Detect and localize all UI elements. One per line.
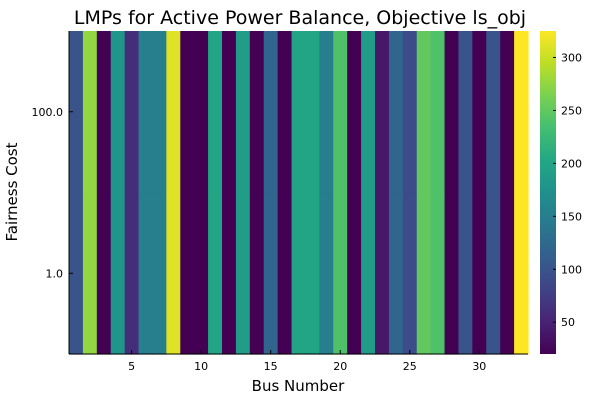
colorbar-tick-label: 300 — [561, 51, 582, 64]
heatmap-cell — [110, 192, 126, 355]
heatmap-cell — [235, 31, 251, 194]
colorbar-tick-label: 50 — [561, 316, 575, 329]
heatmap-cell — [361, 192, 376, 355]
heatmap-cell — [305, 31, 320, 194]
colorbar-gradient — [540, 31, 556, 354]
heatmap-cell — [263, 31, 279, 194]
heatmap-cell — [152, 192, 167, 355]
heatmap-cell — [319, 31, 334, 194]
heatmap-cell — [430, 31, 446, 194]
x-tick-label: 10 — [194, 360, 208, 373]
heatmap-cell — [486, 192, 501, 355]
colorbar-tick-label: 200 — [561, 157, 582, 170]
heatmap-cell — [208, 192, 223, 355]
colorbar-tick-label: 250 — [561, 104, 582, 117]
y-axis-label: Fairness Cost — [3, 142, 21, 241]
chart-title: LMPs for Active Power Balance, Objective… — [74, 7, 526, 29]
colorbar-tick-label: 150 — [561, 210, 582, 223]
heatmap-cell — [347, 31, 362, 194]
heatmap-cell — [124, 31, 140, 194]
heatmap-cell — [305, 192, 320, 355]
heatmap-cell — [388, 192, 404, 355]
heatmap-cell — [291, 192, 307, 355]
heatmap-cell — [249, 192, 265, 355]
heatmap-cell — [361, 31, 376, 194]
heatmap-cell — [277, 192, 293, 355]
heatmap-cell — [347, 192, 362, 355]
heatmap-cell — [291, 31, 307, 194]
heatmap-cell — [166, 192, 181, 355]
heatmap-cell — [69, 192, 84, 355]
heatmap-cell — [235, 192, 251, 355]
heatmap-cell — [416, 192, 432, 355]
heatmap-cell — [514, 31, 529, 194]
heatmap-cell — [500, 192, 515, 355]
y-tick-label: 100.0 — [32, 106, 64, 119]
heatmap-cell — [375, 192, 390, 355]
heatmap-cell — [222, 31, 237, 194]
heatmap-cell — [82, 31, 98, 194]
colorbar: 50 100 150 200 250 300 — [540, 31, 582, 354]
heatmap-cell — [514, 192, 529, 355]
heatmap-cell — [194, 192, 209, 355]
heatmap-cell — [152, 31, 167, 194]
heatmap-cell — [208, 31, 223, 194]
heatmap-cell — [388, 31, 404, 194]
heatmap-cell — [333, 192, 348, 355]
heatmap-cell — [124, 192, 140, 355]
heatmap-cell — [486, 31, 501, 194]
heatmap-cell — [138, 31, 154, 194]
heatmap-cell — [319, 192, 334, 355]
heatmap-cell — [430, 192, 446, 355]
heatmap-cell — [444, 192, 460, 355]
heatmap-cell — [82, 192, 98, 355]
heatmap-cell — [69, 31, 84, 194]
heatmap-cell — [249, 31, 265, 194]
x-tick-label: 5 — [128, 360, 135, 373]
heatmap-cell — [96, 31, 112, 194]
heatmap-cell — [500, 31, 515, 194]
heatmap-cell — [458, 192, 473, 355]
x-axis-label: Bus Number — [252, 377, 345, 395]
heatmap-cell — [277, 31, 293, 194]
heatmap-cell — [472, 192, 487, 355]
y-tick-label: 1.0 — [46, 267, 64, 280]
x-axis-ticks: 5 10 15 20 25 30 — [128, 350, 486, 373]
heatmap-cell — [180, 31, 195, 194]
x-tick-label: 30 — [472, 360, 486, 373]
heatmap-cell — [263, 192, 279, 355]
x-tick-label: 15 — [264, 360, 278, 373]
heatmap-cell — [333, 31, 348, 194]
heatmap-cell — [472, 31, 487, 194]
heatmap-cell — [416, 31, 432, 194]
heatmap-cell — [458, 31, 473, 194]
colorbar-tick-label: 100 — [561, 263, 582, 276]
heatmap-cell — [166, 31, 181, 194]
heatmap-cells — [69, 31, 529, 355]
x-tick-label: 20 — [333, 360, 347, 373]
heatmap-cell — [194, 31, 209, 194]
heatmap-cell — [110, 31, 126, 194]
heatmap-cell — [222, 192, 237, 355]
heatmap-cell — [138, 192, 154, 355]
y-axis-ticks: 1.0 100.0 — [32, 106, 73, 280]
heatmap-cell — [444, 31, 460, 194]
heatmap-cell — [375, 31, 390, 194]
heatmap-cell — [180, 192, 195, 355]
heatmap-cell — [402, 192, 418, 355]
axes — [68, 31, 528, 355]
heatmap-cell — [402, 31, 418, 194]
heatmap-cell — [96, 192, 112, 355]
x-tick-label: 25 — [403, 360, 417, 373]
